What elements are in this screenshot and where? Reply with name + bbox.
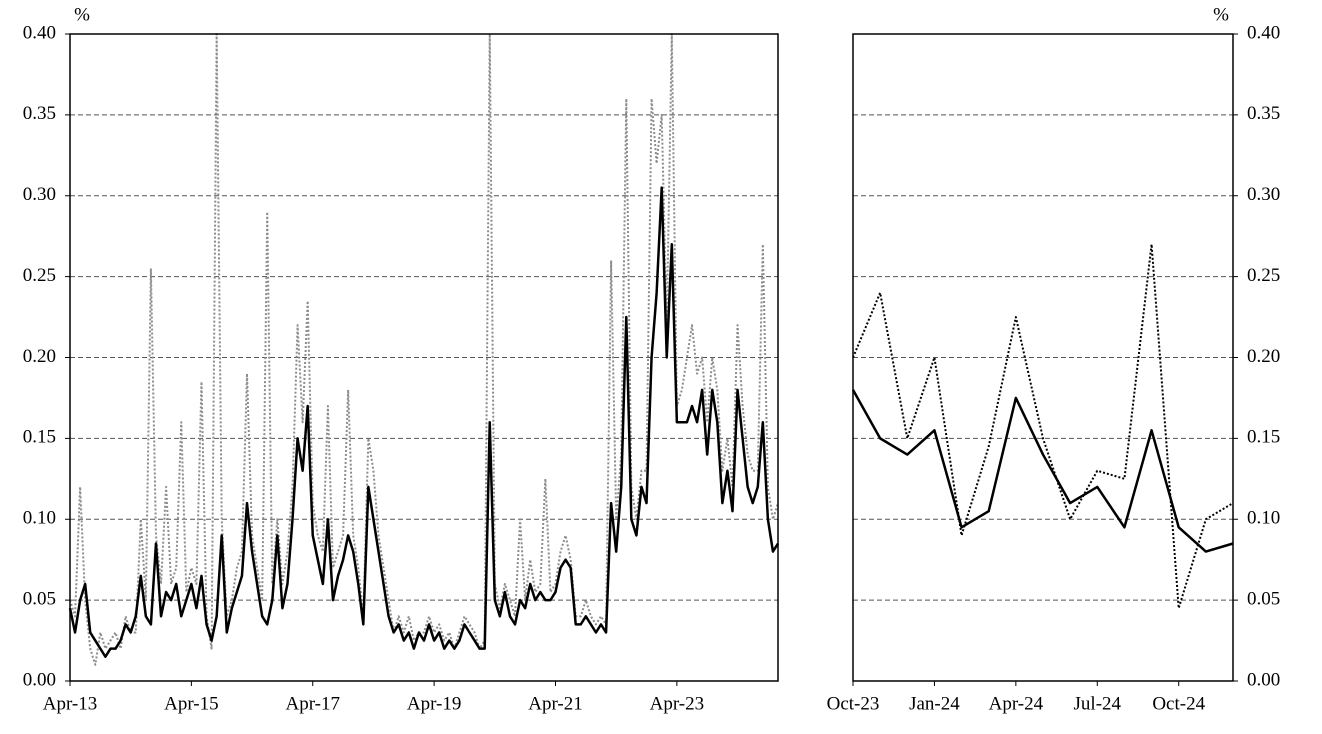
x-tick-label: Jan-24 [909, 693, 960, 714]
x-tick-label: Oct-24 [1152, 693, 1205, 714]
y-tick-label: 0.30 [23, 184, 56, 205]
y-tick-label: 0.20 [23, 346, 56, 367]
y-tick-label: 0.40 [23, 22, 56, 43]
y-tick-label: 0.35 [1247, 103, 1280, 124]
series-line [69, 33, 779, 666]
x-tick-label: Jul-24 [1074, 693, 1122, 714]
x-tick-label: Oct-23 [827, 693, 880, 714]
y-tick-label: 0.10 [1247, 508, 1280, 529]
y-tick-label: 0.25 [23, 265, 56, 286]
y-tick-label: 0.15 [23, 427, 56, 448]
y-tick-label: 0.00 [23, 669, 56, 690]
x-tick-label: Apr-24 [989, 693, 1044, 714]
x-tick-label: Apr-23 [650, 693, 705, 714]
y-tick-label: 0.40 [1247, 22, 1280, 43]
x-tick-label: Apr-13 [43, 693, 98, 714]
x-tick-label: Apr-21 [528, 693, 583, 714]
y-tick-label: 0.30 [1247, 184, 1280, 205]
plot-frame [852, 33, 1234, 682]
x-tick-label: Apr-17 [285, 693, 340, 714]
y-tick-label: 0.20 [1247, 346, 1280, 367]
y-tick-label: 0.15 [1247, 427, 1280, 448]
plot-frame [69, 33, 779, 682]
y-tick-label: 0.25 [1247, 265, 1280, 286]
y-axis-unit: % [74, 4, 90, 25]
y-tick-label: 0.00 [1247, 669, 1280, 690]
x-tick-label: Apr-15 [164, 693, 219, 714]
x-tick-label: Apr-19 [407, 693, 462, 714]
y-tick-label: 0.05 [23, 588, 56, 609]
series-line [68, 186, 780, 658]
series-line [851, 389, 1234, 553]
y-axis-unit: % [1213, 4, 1229, 25]
y-tick-label: 0.10 [23, 508, 56, 529]
y-tick-label: 0.05 [1247, 588, 1280, 609]
series-line [852, 243, 1234, 610]
y-tick-label: 0.35 [23, 103, 56, 124]
